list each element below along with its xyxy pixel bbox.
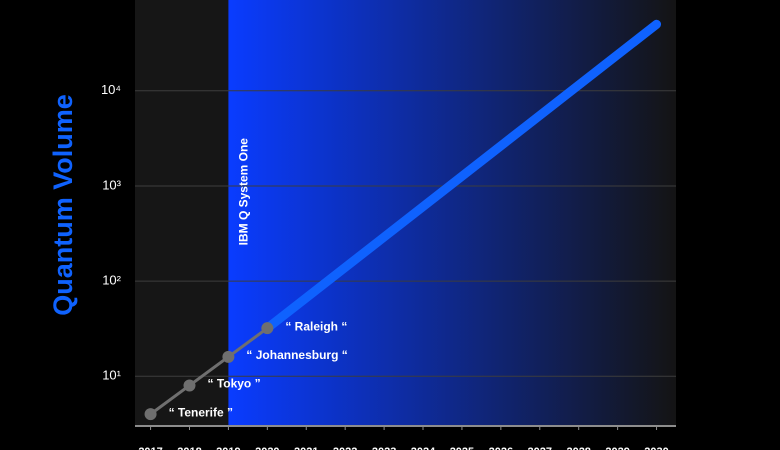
x-tick-label: 2021 bbox=[294, 446, 318, 450]
highlight-label: IBM Q System One bbox=[237, 138, 251, 246]
x-tick-label: 2028 bbox=[566, 446, 590, 450]
x-tick-label: 2022 bbox=[333, 446, 357, 450]
data-point bbox=[222, 350, 235, 363]
point-label: “ Tokyo ” bbox=[207, 377, 260, 391]
x-tick-label: 2026 bbox=[489, 446, 513, 450]
x-tick-label: 2025 bbox=[450, 446, 474, 450]
y-tick-label: 10² bbox=[102, 273, 121, 288]
x-tick-label: 2029 bbox=[605, 446, 629, 450]
series-line bbox=[262, 19, 662, 333]
point-label: “ Johannesburg “ bbox=[246, 348, 347, 362]
x-tick-label: 2027 bbox=[528, 446, 552, 450]
data-point bbox=[183, 379, 196, 392]
x-tick-label: 2024 bbox=[411, 446, 436, 450]
x-tick-label: 2017 bbox=[138, 446, 162, 450]
point-label: “ Raleigh “ bbox=[285, 319, 347, 333]
y-tick-label: 10⁴ bbox=[101, 82, 121, 97]
series-line bbox=[149, 326, 269, 416]
x-tick-label: 2018 bbox=[177, 446, 201, 450]
x-tick-label: 2019 bbox=[216, 446, 240, 450]
y-tick-label: 10³ bbox=[102, 177, 121, 192]
point-label: “ Tenerife ” bbox=[169, 405, 233, 419]
data-point bbox=[144, 408, 157, 421]
y-axis-title: Quantum Volume bbox=[48, 94, 78, 316]
y-tick-label: 10¹ bbox=[102, 368, 121, 383]
x-tick-label: 2030 bbox=[644, 446, 668, 450]
x-tick-label: 2023 bbox=[372, 446, 396, 450]
x-tick-label: 2020 bbox=[255, 446, 279, 450]
data-point bbox=[261, 322, 274, 335]
